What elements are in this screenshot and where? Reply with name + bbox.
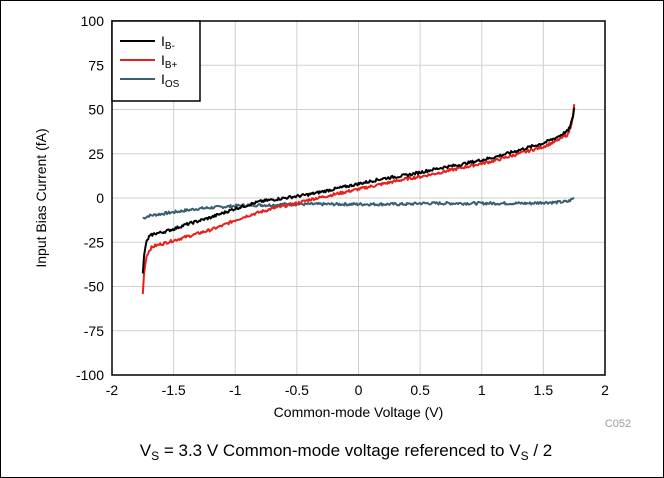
x-tick-label: 0 (355, 382, 363, 398)
y-tick-label: -75 (84, 323, 104, 339)
y-tick-label: -25 (84, 234, 104, 250)
legend-label: IB+ (161, 52, 178, 71)
legend-label-sub: OS (165, 79, 180, 90)
y-tick-label: -100 (76, 367, 104, 383)
figure-code: C052 (605, 418, 631, 430)
legend-label: IOS (161, 71, 180, 90)
caption-mid: = 3.3 V Common-mode voltage referenced t… (159, 441, 521, 460)
caption-sub2: S (521, 449, 529, 463)
series-ib-plus (141, 104, 576, 295)
legend-label-main: I (161, 33, 165, 49)
caption: VS = 3.3 V Common-mode voltage reference… (140, 441, 552, 463)
legend-label: IB- (161, 33, 175, 52)
legend-label-sub: B- (165, 41, 175, 52)
x-tick-label: 0.5 (410, 382, 430, 398)
y-tick-label: 0 (96, 190, 104, 206)
tick-labels: -2 -1.5 -1 -0.5 0 0.5 1 1.5 2 -100 -75 -50 -25 0 25 50 7… (76, 13, 609, 398)
legend-label-main: I (161, 71, 165, 87)
x-tick-label: 1 (478, 382, 486, 398)
series-layer (141, 104, 576, 295)
y-tick-label: 100 (81, 13, 105, 29)
caption-sub1: S (151, 449, 159, 463)
x-tick-label: -1 (229, 382, 242, 398)
legend-label-sub: B+ (165, 60, 178, 71)
series-ios (142, 197, 575, 220)
caption-v1: V (140, 441, 152, 460)
plot-area (111, 20, 606, 376)
y-tick-label: -50 (84, 279, 104, 295)
x-tick-label: 1.5 (534, 382, 554, 398)
x-tick-label: -0.5 (285, 382, 309, 398)
x-axis-title: Common-mode Voltage (V) (274, 404, 444, 420)
legend: IB-IB+IOS (111, 20, 201, 102)
y-tick-label: 75 (88, 57, 104, 73)
y-tick-label: 50 (88, 102, 104, 118)
series-ib-minus (141, 107, 576, 274)
x-tick-label: -1.5 (162, 382, 186, 398)
x-tick-label: 2 (601, 382, 609, 398)
caption-end: / 2 (529, 441, 553, 460)
x-tick-label: -2 (106, 382, 119, 398)
legend-label-main: I (161, 52, 165, 68)
y-axis-title: Input Bias Current (fA) (33, 128, 49, 267)
y-tick-label: 25 (88, 146, 104, 162)
